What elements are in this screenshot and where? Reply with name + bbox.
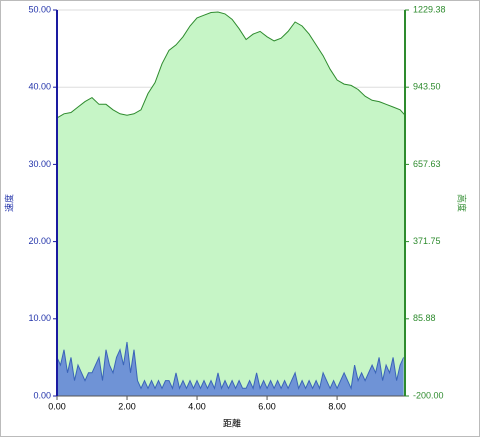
y2-axis-title: 高度: [457, 194, 468, 212]
y2-tick-label: 1229.38: [413, 4, 446, 14]
y-tick-label: 50.00: [28, 4, 51, 14]
y-tick-label: 30.00: [28, 159, 51, 169]
x-axis-title: 距離: [223, 417, 241, 428]
y-tick-label: 20.00: [28, 236, 51, 246]
y2-tick-label: -200.00: [413, 390, 444, 400]
x-tick-label: 2.00: [118, 401, 136, 411]
y-tick-label: 40.00: [28, 82, 51, 92]
area-fill: [57, 12, 405, 396]
series-line: [56, 341, 405, 391]
y-tick-label: 0.00: [33, 390, 51, 400]
x-tick-label: 8.00: [328, 401, 346, 411]
y2-tick-label: 85.88: [413, 313, 436, 323]
y-axis-title: 速度: [3, 194, 14, 212]
series-line: [56, 11, 406, 119]
y2-tick-label: 657.63: [413, 159, 441, 169]
x-tick-label: 6.00: [258, 401, 276, 411]
y-tick-label: 10.00: [28, 313, 51, 323]
y2-tick-label: 943.50: [413, 82, 441, 92]
y2-tick-label: 371.75: [413, 236, 441, 246]
x-tick-label: 4.00: [188, 401, 206, 411]
x-tick-label: 0.00: [48, 401, 66, 411]
